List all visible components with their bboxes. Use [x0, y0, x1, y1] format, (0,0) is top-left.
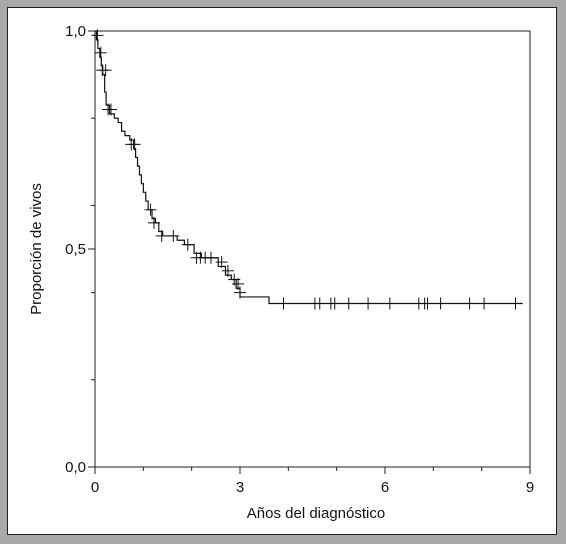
plot-area	[94, 30, 531, 468]
censor-mark	[234, 286, 246, 299]
figure-panel	[7, 7, 557, 535]
censor-mark	[144, 203, 157, 216]
x-tick-label: 9	[526, 479, 534, 496]
censor-mark	[99, 64, 112, 77]
censor-mark	[383, 297, 396, 310]
censor-mark	[215, 256, 228, 269]
censor-mark	[104, 103, 117, 116]
censor-mark	[421, 297, 434, 310]
x-tick-label: 6	[381, 479, 389, 496]
x-tick-label: 3	[236, 479, 244, 496]
y-tick-label: 0,5	[65, 241, 86, 258]
censor-mark	[342, 297, 355, 310]
censor-mark	[155, 229, 168, 242]
censor-mark	[167, 229, 180, 242]
censor-mark	[232, 277, 245, 290]
censor-mark	[147, 216, 160, 229]
censor-mark	[205, 251, 217, 264]
y-tick-label: 0,0	[65, 459, 86, 476]
censor-marks	[91, 29, 522, 310]
censor-mark	[313, 297, 326, 310]
censor-mark	[91, 29, 104, 42]
y-tick-label: 1,0	[65, 23, 86, 40]
censor-mark	[328, 297, 341, 310]
censor-mark	[362, 297, 375, 310]
y-axis-title: Proporción de vivos	[28, 183, 45, 315]
censor-mark	[434, 297, 447, 310]
x-axis-title: Años del diagnóstico	[247, 505, 385, 522]
tick-labels: 0 3 6 9 0,0 0,5 1,0	[65, 23, 534, 496]
censor-mark	[221, 264, 234, 277]
censor-mark	[463, 297, 476, 310]
x-tick-label: 0	[91, 479, 99, 496]
censor-mark	[181, 238, 194, 251]
censor-mark	[509, 297, 522, 310]
censor-mark	[277, 297, 290, 310]
censor-mark	[128, 138, 141, 151]
censor-mark	[94, 46, 107, 59]
axis-ticks	[88, 30, 531, 474]
km-survival-curve	[95, 30, 523, 305]
censor-mark	[478, 297, 491, 310]
